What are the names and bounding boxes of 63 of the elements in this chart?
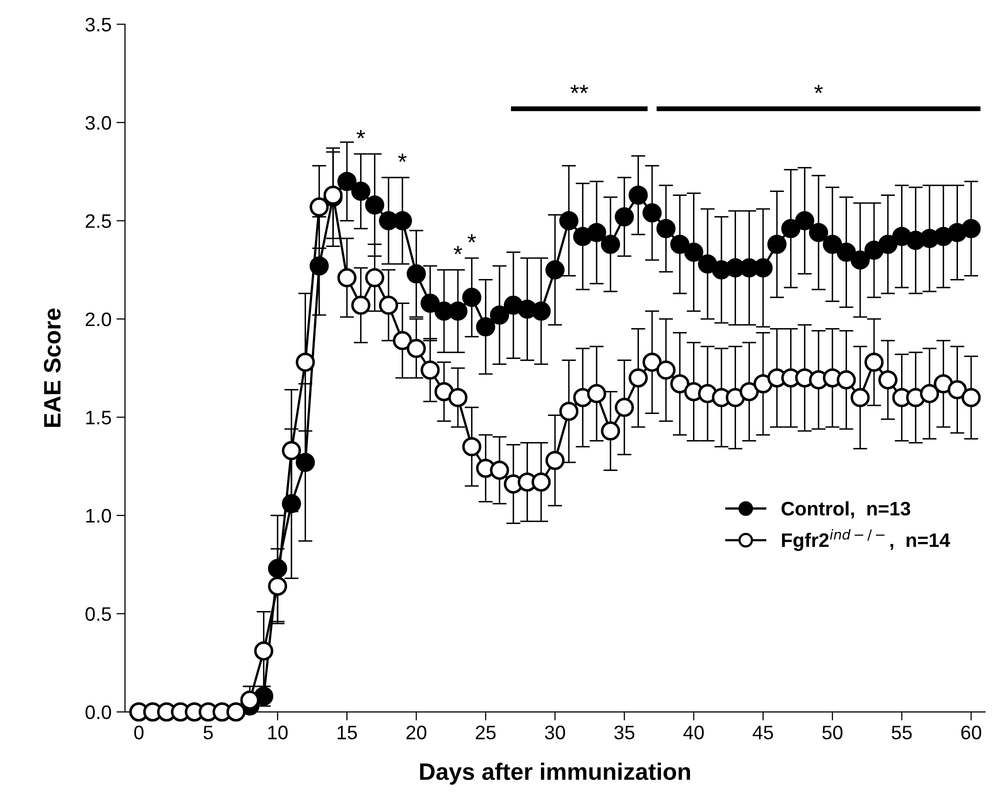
point	[822, 234, 842, 254]
point	[656, 219, 676, 238]
point	[850, 250, 870, 270]
annotation: *	[356, 130, 366, 138]
x-tick-label: 25	[476, 726, 496, 740]
point	[642, 203, 662, 222]
point	[808, 222, 828, 242]
x-tick-label: 5	[204, 726, 213, 740]
x-tick-label: 60	[961, 726, 982, 740]
y-tick-label: 3.5	[86, 18, 111, 32]
point	[296, 452, 315, 472]
annotation: *	[398, 154, 407, 162]
annotation: *	[454, 246, 462, 254]
y-tick-label: 1.0	[86, 508, 112, 523]
x-tick-label: 45	[752, 726, 774, 740]
point	[614, 207, 634, 226]
x-tick-label: 50	[822, 726, 842, 740]
point	[670, 234, 690, 254]
point	[878, 234, 898, 254]
point	[600, 234, 620, 254]
annotation: **	[570, 84, 588, 94]
legend-label: Control, n=13	[782, 501, 910, 518]
y-tick-label: 0.5	[86, 607, 111, 621]
x-tick-label: 0	[134, 726, 144, 740]
annotation: *	[468, 234, 476, 242]
x-tick-label: 40	[683, 726, 704, 740]
y-axis-title: EAE Score	[44, 308, 61, 427]
point	[476, 317, 496, 336]
point	[698, 254, 718, 274]
point	[962, 219, 981, 238]
point	[628, 186, 648, 205]
point	[351, 182, 370, 201]
point	[781, 219, 800, 238]
point	[684, 242, 704, 262]
point	[836, 242, 856, 262]
point	[559, 211, 578, 230]
y-tick-label: 0.0	[86, 705, 112, 720]
point	[532, 302, 551, 321]
point	[767, 234, 787, 254]
point	[420, 294, 440, 313]
y-tick-label: 1.5	[86, 410, 111, 424]
x-tick-label: 55	[892, 726, 912, 740]
point	[406, 264, 426, 284]
x-tick-label: 20	[406, 726, 426, 740]
point	[864, 240, 884, 260]
point	[587, 222, 606, 242]
y-tick-label: 2.5	[86, 214, 111, 228]
y-tick-label: 2.0	[86, 312, 112, 326]
x-axis-title: Days after immunization	[420, 762, 690, 785]
x-tick-label: 15	[338, 726, 357, 740]
point	[545, 260, 565, 280]
y-tick-label: 3.0	[86, 116, 112, 130]
point	[490, 305, 510, 325]
x-tick-label: 35	[614, 726, 634, 740]
annotation: *	[814, 84, 823, 94]
point	[282, 494, 302, 514]
point	[337, 172, 357, 192]
x-tick-label: 30	[544, 726, 566, 740]
point	[462, 288, 482, 307]
x-tick-label: 10	[268, 726, 288, 740]
legend-label: Fgfr2$^{ind−/−}$, n=14	[782, 529, 950, 551]
point	[795, 211, 814, 230]
point	[365, 195, 384, 215]
